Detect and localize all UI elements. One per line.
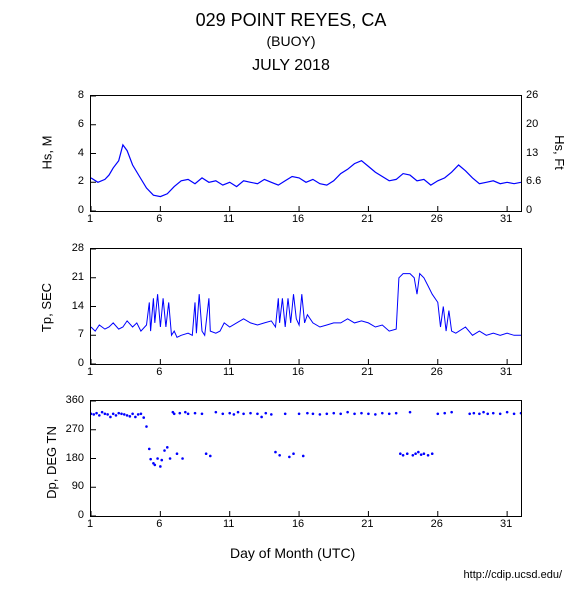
tick-label: 2 — [78, 175, 84, 187]
tick-label: 16 — [292, 518, 304, 530]
tick-label: 16 — [292, 366, 304, 378]
tick-label: 6 — [78, 118, 84, 130]
x-axis-label: Day of Month (UTC) — [230, 545, 355, 561]
tick-label: 31 — [500, 213, 512, 225]
tick-label: 270 — [66, 423, 84, 435]
tick-label: 90 — [72, 480, 84, 492]
tick-label: 6 — [156, 213, 162, 225]
tick-label: 21 — [361, 213, 373, 225]
tick-label: 7 — [78, 328, 84, 340]
tick-label: 31 — [500, 518, 512, 530]
chart1-ylabel-left: Hs, M — [39, 136, 54, 170]
tick-label: 11 — [223, 366, 234, 378]
chart1-panel — [90, 95, 522, 212]
tick-label: 4 — [78, 147, 84, 159]
tick-label: 26 — [431, 366, 443, 378]
tick-label: 0 — [78, 204, 84, 216]
tick-label: 21 — [72, 271, 84, 283]
chart2-ylabel: Tp, SEC — [39, 283, 54, 332]
tick-label: 13 — [526, 147, 538, 159]
tick-label: 20 — [526, 118, 538, 130]
tick-label: 26 — [431, 518, 443, 530]
tick-label: 1 — [87, 518, 93, 530]
tick-label: 16 — [292, 213, 304, 225]
page-month: JULY 2018 — [0, 57, 582, 75]
tick-label: 0 — [78, 509, 84, 521]
tick-label: 0 — [78, 357, 84, 369]
tick-label: 6 — [156, 366, 162, 378]
chart2-svg — [91, 249, 521, 364]
chart3-panel — [90, 400, 522, 517]
tick-label: 1 — [87, 366, 93, 378]
tick-label: 8 — [78, 89, 84, 101]
chart1-ylabel-right: Hs, Ft — [552, 135, 567, 170]
chart3-svg — [91, 401, 521, 516]
tick-label: 0 — [526, 204, 532, 216]
tick-label: 28 — [72, 242, 84, 254]
tick-label: 11 — [223, 213, 234, 225]
tick-label: 180 — [66, 452, 84, 464]
tick-label: 21 — [361, 518, 373, 530]
chart3-ylabel: Dp, DEG TN — [44, 426, 59, 499]
page-subtitle: (BUOY) — [0, 33, 582, 49]
tick-label: 6 — [156, 518, 162, 530]
tick-label: 6.6 — [526, 175, 541, 187]
page-title: 029 POINT REYES, CA — [0, 10, 582, 31]
tick-label: 31 — [500, 366, 512, 378]
chart2-panel — [90, 248, 522, 365]
tick-label: 14 — [72, 300, 84, 312]
chart-container: 029 POINT REYES, CA (BUOY) JULY 2018 Hs,… — [0, 10, 582, 591]
tick-label: 11 — [223, 518, 234, 530]
chart1-svg — [91, 96, 521, 211]
tick-label: 21 — [361, 366, 373, 378]
tick-label: 26 — [431, 213, 443, 225]
credit-text: http://cdip.ucsd.edu/ — [464, 569, 562, 581]
tick-label: 26 — [526, 89, 538, 101]
tick-label: 360 — [66, 394, 84, 406]
tick-label: 1 — [87, 213, 93, 225]
